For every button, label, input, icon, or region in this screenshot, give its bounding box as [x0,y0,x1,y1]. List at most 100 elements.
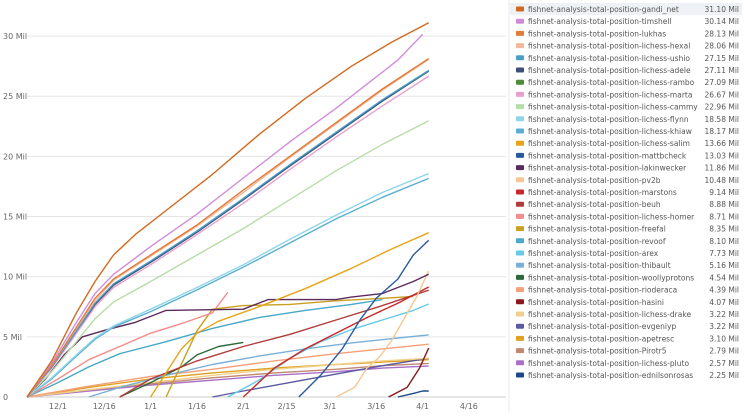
y-tick-label: 30 Mil [3,32,27,41]
legend-swatch [516,79,524,85]
series-line [397,390,429,398]
legend-item[interactable]: fishnet-analysis-total-position-freefal 8… [516,225,739,234]
legend-item[interactable]: fishnet-analysis-total-position-lakinwec… [516,164,739,173]
legend-item[interactable]: fishnet-analysis-total-position-lichess-… [516,310,739,319]
series-line [119,289,429,398]
legend-label: fishnet-analysis-total-position-hasini [528,298,664,307]
legend-value: 27.15 Mil [705,54,740,63]
x-tick-label: 2/15 [278,402,296,411]
legend-swatch [516,18,524,24]
series-line [26,365,429,398]
legend-swatch [516,30,524,36]
legend-item[interactable]: fishnet-analysis-total-position-lichess-… [516,42,739,51]
legend-label: fishnet-analysis-total-position-lichess-… [528,139,690,148]
legend-swatch [516,152,524,158]
legend-item[interactable]: fishnet-analysis-total-position-timshell… [516,17,739,26]
y-tick-label: 15 Mil [3,213,27,222]
series-line [26,70,430,398]
series-line [26,359,429,398]
series-line [119,341,244,398]
legend-value: 8.88 Mil [709,200,739,209]
legend-value: 27.09 Mil [705,78,740,87]
legend-item[interactable]: fishnet-analysis-total-position-lichess-… [516,139,739,148]
legend-item[interactable]: fishnet-analysis-total-position-lichess-… [516,103,739,112]
legend-value: 3.22 Mil [709,322,739,331]
legend-item[interactable]: fishnet-analysis-total-position-ednilson… [516,371,739,380]
legend-item[interactable]: fishnet-analysis-total-position-lichess-… [516,54,739,63]
series-line [26,120,430,398]
legend-item[interactable]: fishnet-analysis-total-position-arex 7.73… [516,249,739,258]
legend-label: fishnet-analysis-total-position-lichess-… [528,90,692,99]
legend-swatch [516,104,524,110]
legend-value: 2.25 Mil [709,371,739,380]
legend-label: fishnet-analysis-total-position-lichess-… [528,54,690,63]
legend-item[interactable]: fishnet-analysis-total-position-thibault… [516,261,739,270]
series-line [165,295,414,398]
legend-value: 5.16 Mil [709,261,739,270]
legend-value: 22.96 Mil [705,103,740,112]
legend-item[interactable]: fishnet-analysis-total-position-lichess-… [516,78,739,87]
series-line [26,291,229,398]
series-line [26,70,430,398]
legend-value: 18.17 Mil [705,127,740,136]
legend-item[interactable]: fishnet-analysis-total-position-apetresc… [516,334,739,343]
legend-value: 10.48 Mil [705,176,740,185]
legend-label: fishnet-analysis-total-position-lichess-… [528,212,695,221]
legend-item[interactable]: fishnet-analysis-total-position-revoof 8.… [516,237,739,246]
legend-item[interactable]: fishnet-analysis-total-position-Pirotr5 2… [516,347,739,356]
legend-value: 13.03 Mil [705,151,740,160]
y-tick-label: 25 Mil [3,92,27,101]
legend-item[interactable]: fishnet-analysis-total-position-evgeniyp… [516,322,739,331]
legend-label: fishnet-analysis-total-position-Pirotr5 [528,347,667,356]
legend-swatch [516,177,524,183]
legend: fishnet-analysis-total-position-gandi_ne… [508,0,742,412]
legend-label: fishnet-analysis-total-position-freefal [528,225,666,234]
x-tick-label: 3/1 [323,402,336,411]
legend-label: fishnet-analysis-total-position-rioderac… [528,286,677,295]
series-line [26,343,429,398]
legend-item[interactable]: fishnet-analysis-total-position-gandi_ne… [510,3,742,16]
legend-swatch [516,311,524,317]
legend-label: fishnet-analysis-total-position-lichess-… [528,103,698,112]
y-tick-label: 5 Mil [3,333,22,342]
legend-label: fishnet-analysis-total-position-arex [528,249,659,258]
legend-label: fishnet-analysis-total-position-lichess-… [528,66,691,75]
legend-item[interactable]: fishnet-analysis-total-position-pv2b 10.4… [516,176,739,185]
legend-item[interactable]: fishnet-analysis-total-position-lichess-… [516,127,739,136]
legend-item[interactable]: fishnet-analysis-total-position-lichess-… [516,90,739,99]
legend-item[interactable]: fishnet-analysis-total-position-beuh 8.88… [516,200,739,209]
legend-item[interactable]: fishnet-analysis-total-position-lichess-… [516,115,739,124]
legend-label: fishnet-analysis-total-position-lukhas [528,29,666,38]
legend-item[interactable]: fishnet-analysis-total-position-mattbche… [516,151,739,160]
legend-value: 28.06 Mil [705,42,740,51]
legend-label: fishnet-analysis-total-position-timshell [528,17,672,26]
legend-swatch [516,226,524,232]
legend-item[interactable]: fishnet-analysis-total-position-marstons… [516,188,739,197]
legend-item[interactable]: fishnet-analysis-total-position-lukhas 28… [516,29,739,38]
legend-item[interactable]: fishnet-analysis-total-position-lichess-… [516,359,739,368]
legend-value: 30.14 Mil [705,17,740,26]
legend-swatch [516,360,524,366]
series-line [335,270,430,398]
legend-label: fishnet-analysis-total-position-apetresc [528,334,674,343]
legend-item[interactable]: fishnet-analysis-total-position-lichess-… [516,212,739,221]
y-tick-label: 10 Mil [3,273,27,282]
legend-swatch [516,238,524,244]
legend-item[interactable]: fishnet-analysis-total-position-hasini 4.… [516,298,739,307]
series-line [242,286,430,398]
legend-item[interactable]: fishnet-analysis-total-position-woollypr… [516,273,739,282]
series-line [388,347,430,398]
legend-value: 8.10 Mil [709,237,739,246]
legend-swatch [516,287,524,293]
legend-swatch [516,91,524,97]
series-line [26,69,430,398]
legend-item[interactable]: fishnet-analysis-total-position-lichess-… [516,66,739,75]
legend-swatch [516,213,524,219]
legend-label: fishnet-analysis-total-position-lichess-… [528,310,691,319]
legend-value: 3.22 Mil [709,310,739,319]
legend-swatch [516,43,524,49]
x-tick-label: 4/1 [416,402,429,411]
legend-value: 2.79 Mil [709,347,739,356]
legend-item[interactable]: fishnet-analysis-total-position-rioderac… [516,286,739,295]
